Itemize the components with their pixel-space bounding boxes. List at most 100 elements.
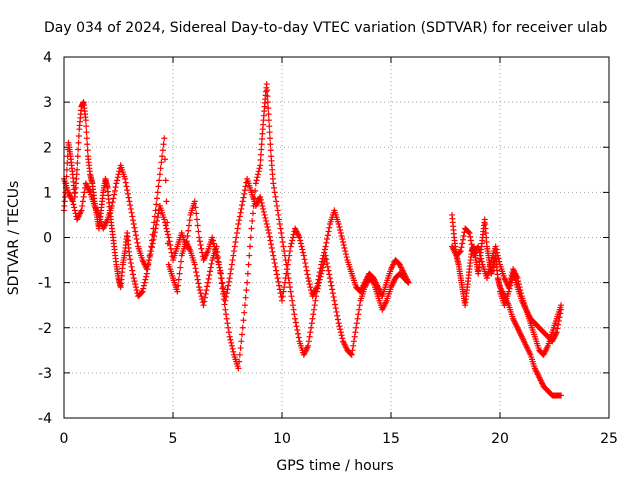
- data-point: [71, 207, 78, 214]
- data-point: [351, 333, 358, 340]
- data-point: [324, 263, 331, 270]
- data-point: [153, 221, 160, 228]
- data-point: [275, 211, 282, 218]
- data-point: [465, 229, 472, 236]
- data-point: [555, 317, 562, 324]
- data-point: [130, 275, 137, 282]
- data-point: [262, 214, 269, 221]
- data-point: [228, 261, 235, 268]
- data-point: [337, 229, 344, 236]
- data-point: [238, 338, 245, 345]
- data-point: [239, 198, 246, 205]
- data-point: [278, 229, 285, 236]
- data-point: [69, 198, 76, 205]
- data-point: [267, 135, 274, 142]
- data-point: [193, 210, 200, 217]
- data-point: [338, 232, 345, 239]
- data-point: [168, 249, 175, 256]
- x-tick-label: 15: [382, 431, 400, 447]
- data-point: [495, 255, 502, 262]
- y-tick-label: -2: [38, 321, 52, 337]
- data-point: [281, 279, 288, 286]
- data-point: [186, 217, 193, 224]
- data-point: [185, 227, 192, 234]
- data-point: [326, 275, 333, 282]
- data-point: [258, 146, 265, 153]
- data-point: [241, 190, 248, 197]
- data-point: [223, 293, 230, 300]
- data-point: [233, 229, 240, 236]
- data-point: [273, 271, 280, 278]
- data-point: [280, 243, 287, 250]
- data-point: [223, 311, 230, 318]
- data-point: [184, 232, 191, 239]
- data-point: [294, 330, 301, 337]
- data-point: [271, 189, 278, 196]
- data-point: [146, 254, 153, 261]
- data-point: [145, 260, 152, 267]
- data-point: [203, 287, 210, 294]
- data-point: [291, 311, 298, 318]
- data-point: [70, 201, 77, 208]
- data-point: [211, 243, 218, 250]
- data-point: [75, 146, 82, 153]
- data-point: [267, 237, 274, 244]
- data-point: [153, 201, 160, 208]
- data-point: [175, 276, 182, 283]
- data-point: [217, 267, 224, 274]
- data-point: [310, 306, 317, 313]
- data-point: [305, 278, 312, 285]
- data-point: [255, 171, 262, 178]
- data-point: [130, 217, 137, 224]
- data-point: [132, 228, 139, 235]
- data-point: [279, 239, 286, 246]
- data-point: [226, 275, 233, 282]
- data-point: [160, 141, 167, 148]
- data-point: [236, 213, 243, 220]
- data-point: [175, 282, 182, 289]
- data-point: [132, 232, 139, 239]
- data-point: [133, 236, 140, 243]
- data-point: [224, 286, 231, 293]
- data-point: [332, 305, 339, 312]
- data-point: [165, 234, 172, 241]
- data-point: [265, 117, 272, 124]
- data-point: [123, 183, 130, 190]
- data-point: [460, 232, 467, 239]
- data-point: [323, 239, 330, 246]
- data-point: [162, 156, 169, 163]
- data-point: [229, 257, 236, 264]
- data-point: [232, 239, 239, 246]
- data-point: [329, 286, 336, 293]
- data-point: [141, 279, 148, 286]
- data-point: [124, 187, 131, 194]
- data-point: [75, 132, 82, 139]
- data-point: [554, 325, 561, 332]
- data-point: [263, 220, 270, 227]
- data-point: [318, 261, 325, 268]
- data-point: [247, 243, 254, 250]
- data-point: [284, 261, 291, 268]
- data-point: [257, 162, 264, 169]
- data-point: [316, 269, 323, 276]
- data-point: [326, 224, 333, 231]
- data-point: [314, 280, 321, 287]
- data-point: [457, 248, 464, 255]
- data-point: [492, 243, 499, 250]
- y-tick-label: 2: [43, 140, 52, 156]
- data-point: [130, 220, 137, 227]
- data-point: [275, 278, 282, 285]
- data-point: [128, 209, 135, 216]
- data-point: [553, 329, 560, 336]
- data-point: [300, 249, 307, 256]
- data-point: [214, 255, 221, 262]
- data-point: [459, 236, 466, 243]
- data-point: [507, 282, 514, 289]
- data-point: [194, 222, 201, 229]
- data-point: [459, 240, 466, 247]
- data-point: [227, 336, 234, 343]
- data-point: [333, 308, 340, 315]
- data-point: [316, 272, 323, 279]
- data-point: [157, 165, 164, 172]
- data-point: [292, 315, 299, 322]
